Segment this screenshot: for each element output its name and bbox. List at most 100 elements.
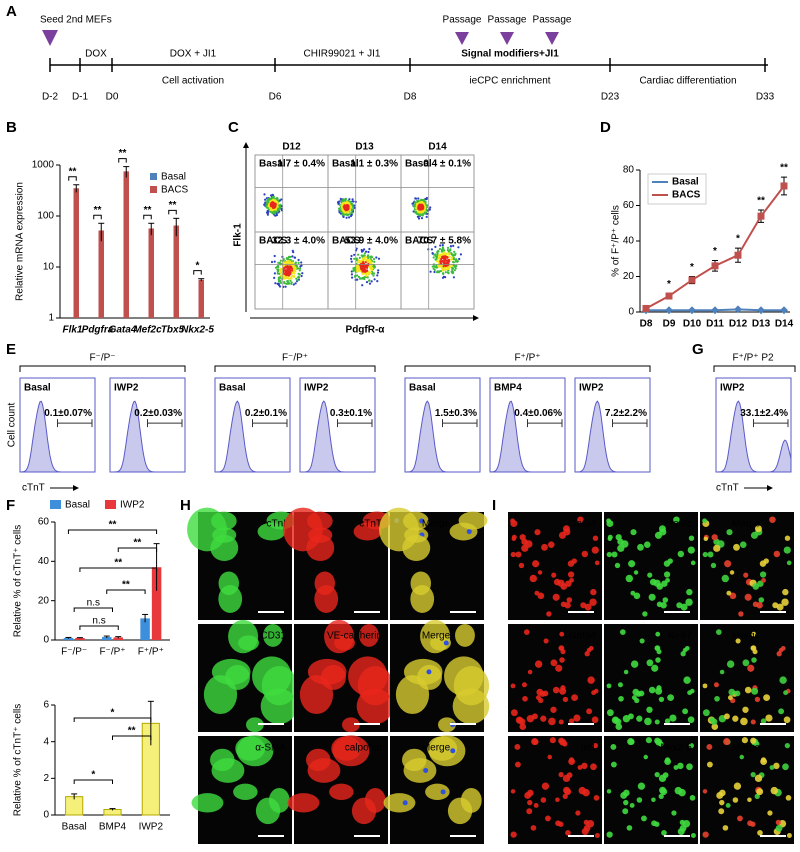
- nucleus: [630, 660, 639, 668]
- flow-event: [453, 250, 456, 253]
- histogram-curve: [489, 400, 565, 473]
- nucleus: [583, 819, 589, 825]
- nucleus: [664, 758, 672, 766]
- nucleus: [402, 800, 408, 806]
- flow-event: [277, 261, 280, 264]
- y-tick-label: 6: [43, 700, 49, 711]
- flow-event: [357, 275, 360, 278]
- x-tick-label: D11: [706, 319, 724, 330]
- flow-event: [363, 265, 366, 268]
- cell: [187, 507, 227, 552]
- nucleus: [677, 550, 685, 558]
- point-marker: [711, 306, 719, 315]
- nucleus: [665, 577, 670, 583]
- cell: [261, 666, 298, 706]
- nucleus: [615, 534, 622, 541]
- plot-label: IWP2: [304, 383, 329, 394]
- nucleus: [677, 762, 684, 770]
- nucleus: [719, 799, 725, 806]
- nucleus: [702, 518, 707, 524]
- gate-bracket: [337, 419, 373, 428]
- y-tick-label: 40: [623, 236, 635, 247]
- nucleus: [687, 690, 693, 696]
- nucleus: [778, 708, 785, 715]
- nucleus: [534, 529, 541, 536]
- point-marker: [688, 306, 696, 315]
- flow-event: [300, 274, 303, 278]
- nucleus: [584, 603, 592, 611]
- nucleus: [531, 713, 538, 720]
- nucleus: [633, 570, 639, 575]
- nucleus: [754, 774, 763, 783]
- stain-label: calponin: [345, 743, 382, 754]
- row-label: BACS: [332, 236, 361, 247]
- point-marker: [642, 304, 650, 312]
- flow-event: [369, 267, 372, 270]
- point-marker: [780, 182, 788, 190]
- flow-event: [451, 266, 454, 269]
- nucleus: [723, 738, 731, 746]
- flow-event: [441, 244, 444, 247]
- nucleus: [757, 830, 763, 836]
- nucleus: [738, 611, 744, 617]
- cell: [342, 717, 360, 733]
- bar: [63, 638, 74, 640]
- nucleus: [547, 754, 553, 760]
- cell: [425, 783, 450, 801]
- flow-event: [420, 217, 424, 220]
- flow-event: [452, 276, 455, 279]
- flow-event: [435, 258, 438, 261]
- plot-label: Basal: [24, 383, 51, 394]
- nucleus: [614, 562, 621, 569]
- sig-bracket: [79, 567, 158, 572]
- flow-event: [368, 247, 371, 251]
- flow-event: [369, 255, 372, 258]
- nucleus: [537, 592, 545, 600]
- nucleus: [722, 825, 729, 831]
- nucleus: [723, 713, 730, 720]
- flow-plot: [327, 154, 402, 233]
- y-tick-label: 4: [43, 736, 49, 747]
- nucleus: [734, 690, 741, 697]
- nucleus: [689, 795, 696, 801]
- nucleus: [591, 716, 599, 724]
- nucleus: [747, 664, 755, 672]
- nucleus: [567, 571, 575, 578]
- nucleus: [592, 535, 599, 541]
- nucleus: [562, 793, 568, 800]
- passage-label: Passage: [533, 15, 572, 26]
- bar: [198, 279, 204, 318]
- nucleus: [783, 690, 789, 696]
- plot-label: IWP2: [720, 383, 745, 394]
- nucleus: [578, 786, 587, 795]
- bar: [75, 638, 85, 640]
- sig-label: **: [757, 196, 765, 207]
- nucleus: [709, 717, 715, 723]
- nucleus: [769, 516, 776, 524]
- cell: [334, 635, 355, 651]
- nucleus: [760, 758, 768, 766]
- cell: [191, 793, 224, 813]
- flow-event: [273, 272, 276, 275]
- nucleus: [426, 669, 432, 675]
- flow-event: [291, 274, 294, 277]
- nucleus: [683, 676, 691, 684]
- nucleus: [682, 647, 688, 653]
- x-axis-label: PdgfR-α: [346, 325, 386, 336]
- nucleus: [620, 792, 628, 799]
- group-bracket: [214, 365, 376, 372]
- nucleus: [742, 659, 750, 667]
- nucleus: [667, 694, 675, 702]
- micrograph-content: [510, 629, 599, 731]
- sig-label: **: [122, 580, 130, 591]
- histogram-curve: [300, 400, 375, 473]
- flow-event: [289, 279, 292, 282]
- gate-bracket: [527, 419, 563, 428]
- nucleus: [682, 708, 689, 715]
- group-title: F⁻/P⁻: [89, 353, 115, 364]
- nucleus: [716, 629, 722, 635]
- flow-event: [444, 271, 447, 274]
- cell: [403, 758, 437, 783]
- stage-label: Cardiac differentiation: [639, 76, 736, 87]
